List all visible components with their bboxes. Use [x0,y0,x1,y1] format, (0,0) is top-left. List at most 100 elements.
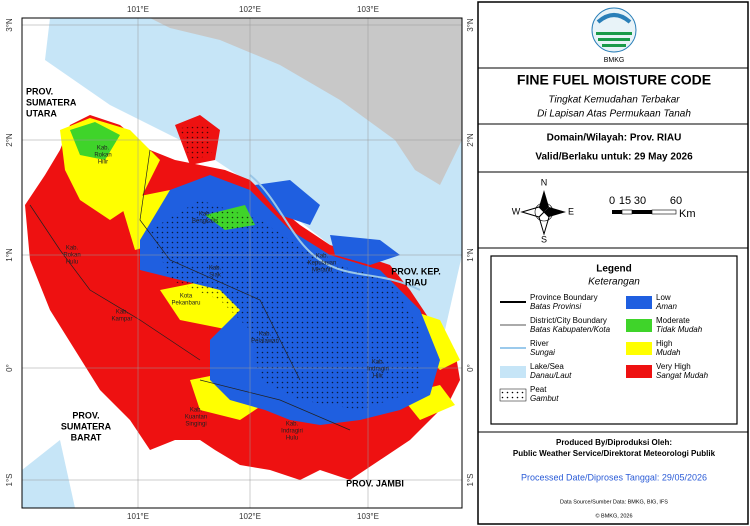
province-label: SUMATERA [26,97,77,107]
province-label: PROV. [72,410,99,420]
data-source: Data Source/Sumber Data: BMKG, BIG, IFS [560,499,668,505]
info-panel [477,1,749,525]
compass-n: N [541,177,548,187]
lon-label: 103°E [357,5,379,14]
processed-date: Processed Date/Diproses Tanggal: 29/05/2… [521,472,707,482]
legend-translation: Sangat Mudah [656,371,709,380]
district-label: Kab. [199,212,212,218]
scale-unit: Km [679,208,696,220]
district-label: Singingi [185,422,206,428]
compass-s: S [541,234,547,244]
lon-label: 101°E [127,5,149,14]
lat-label: 1°S [5,474,14,487]
district-label: Kab. [190,408,203,414]
logo-text: BMKG [604,57,625,64]
district-label: Hilir [373,374,383,380]
legend-box [490,255,738,425]
legend-translation: Batas Provinsi [530,302,581,311]
scale-label: 30 [634,195,646,207]
subtitle: Tingkat Kemudahan Terbakar [548,95,680,106]
district-label: Kab. [209,266,222,272]
legend-translation: Gambut [530,394,559,403]
district-label: Kab. [116,310,129,316]
district-label: Kab. [66,246,79,252]
map [22,18,462,508]
legend-swatch [626,365,652,378]
compass-w: W [512,206,521,216]
district-label: Pelalawan [251,339,279,345]
lat-label: 0° [5,364,14,372]
district-label: Hulu [66,260,78,266]
legend-subtitle: Keterangan [588,277,640,288]
legend-swatch [626,342,652,355]
province-label: RIAU [405,277,427,287]
legend-label: Province Boundary [530,293,598,302]
lat-label: 0° [466,364,475,372]
district-label: Bengkalis [192,219,218,225]
district-label: Kampar [111,317,132,323]
compass [520,190,566,236]
legend-translation: Danau/Laut [530,371,572,380]
title: FINE FUEL MOISTURE CODE [517,72,711,88]
lat-label: 3°N [466,18,475,32]
valid-date: Valid/Berlaku untuk: 29 May 2026 [535,152,693,163]
lon-label: 102°E [239,512,261,521]
lon-label: 102°E [239,5,261,14]
district-label: Kab. [372,360,385,366]
scale-label: 60 [670,195,682,207]
province-label: UTARA [26,108,57,118]
lat-label: 1°N [466,248,475,262]
province-label: PROV. KEP. [391,266,441,276]
district-label: Indragiri [281,429,303,435]
producer: Public Weather Service/Direktorat Meteor… [513,449,716,458]
lat-label: 3°N [5,18,14,32]
district-label: Hulu [286,436,298,442]
legend-label: Very High [656,362,691,371]
scale-bar [612,209,677,215]
map-frame [21,17,463,509]
compass-e: E [568,206,574,216]
legend-label: High [656,339,672,348]
province-label: BARAT [71,432,102,442]
district-label: Kota [180,294,193,300]
district-label: Siak [209,273,222,279]
district-label: Kab. [286,422,299,428]
district-label: Indragiri [367,367,389,373]
district-label: Rokan [63,253,80,259]
legend-symbol [499,388,527,402]
legend-title: Legend [596,264,632,275]
legend-label: Lake/Sea [530,362,564,371]
legend-label: Moderate [656,316,690,325]
district-label: Hilir [98,160,108,166]
scale-label: 15 [619,195,631,207]
district-label: Meranti [312,268,332,274]
lat-label: 2°N [466,133,475,147]
legend-translation: Batas Kabupaten/Kota [530,325,611,334]
logo [591,7,637,53]
legend-translation: Tidak Mudah [656,325,703,334]
district-label: Rokan [94,153,111,159]
province-label: PROV. [26,86,53,96]
produced-by: Produced By/Diproduksi Oleh: [556,438,672,447]
legend-translation: Sungai [530,348,555,357]
district-label: Kepulauan [308,261,337,267]
legend-swatch [626,296,652,309]
lat-label: 2°N [5,133,14,147]
district-label: Kab. [316,254,329,260]
lat-label: 1°N [5,248,14,262]
legend-symbol [500,366,526,378]
district-label: Kuantan [185,415,207,421]
legend-label: District/City Boundary [530,316,607,325]
legend-translation: Mudah [656,348,681,357]
district-label: Pekanbaru [171,301,200,307]
legend-label: Peat [530,385,547,394]
lon-label: 101°E [127,512,149,521]
legend-translation: Aman [655,302,677,311]
legend-swatch [626,319,652,332]
legend-label: River [530,339,549,348]
lon-label: 103°E [357,512,379,521]
lat-label: 1°S [466,474,475,487]
province-label: PROV. JAMBI [346,478,404,488]
subtitle: Di Lapisan Atas Permukaan Tanah [537,109,691,120]
